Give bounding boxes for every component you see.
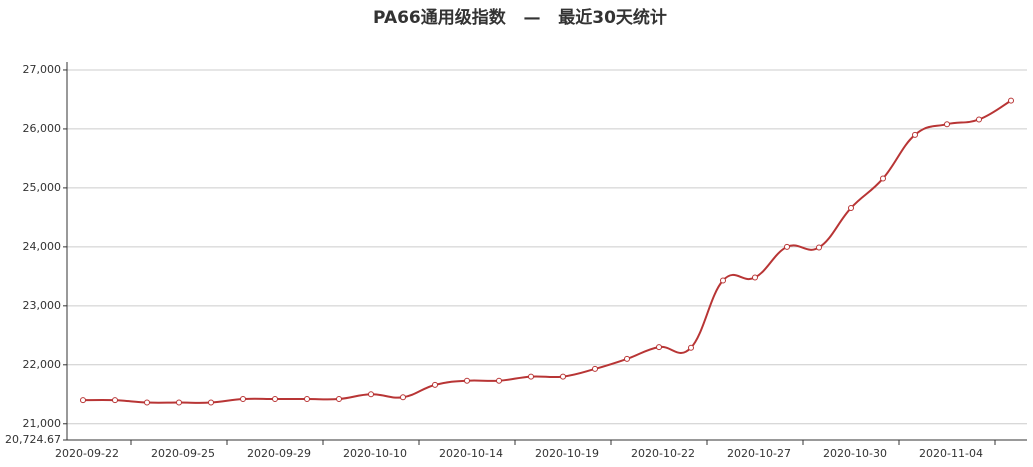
y-tick-label: 20,724.67: [5, 433, 61, 446]
point: [624, 355, 630, 362]
point: [144, 399, 150, 406]
point: [752, 274, 758, 281]
x-tick-label: 2020-09-22: [55, 447, 119, 460]
x-tick-label: 2020-10-30: [823, 447, 887, 460]
x-tick-label: 2020-09-29: [247, 447, 311, 460]
point: [368, 391, 374, 398]
y-tick-label: 23,000: [23, 299, 62, 312]
x-tick-label: 2020-10-10: [343, 447, 407, 460]
x-tick-label: 2020-10-27: [727, 447, 791, 460]
point: [848, 204, 854, 211]
point: [208, 399, 214, 406]
point: [1008, 97, 1014, 104]
point: [976, 116, 982, 123]
point: [336, 395, 342, 402]
point: [496, 377, 502, 384]
point: [80, 397, 86, 404]
point: [112, 397, 118, 404]
point: [784, 243, 790, 250]
point: [880, 175, 886, 182]
line: [82, 99, 1012, 404]
point: [240, 395, 246, 402]
point: [816, 244, 822, 251]
point: [304, 395, 310, 402]
x-tick-label: 2020-09-25: [151, 447, 215, 460]
point: [656, 344, 662, 351]
point: [592, 365, 598, 372]
point: [528, 373, 534, 380]
y-tick-label: 26,000: [23, 122, 62, 135]
point: [912, 131, 918, 138]
point: [688, 344, 694, 351]
y-tick-label: 27,000: [23, 63, 62, 76]
y-tick-label: 25,000: [23, 181, 62, 194]
x-tick-label: 2020-10-14: [439, 447, 503, 460]
point: [176, 399, 182, 406]
y-tick-label: 22,000: [23, 358, 62, 371]
point: [560, 373, 566, 380]
y-tick-label: 21,000: [23, 417, 62, 430]
point: [464, 377, 470, 384]
x-tick-label: 2020-10-19: [535, 447, 599, 460]
point: [944, 121, 950, 128]
chart-title: PA66通用级指数 — 最近30天统计: [373, 7, 667, 28]
x-tick-label: 2020-10-22: [631, 447, 695, 460]
point: [400, 394, 406, 401]
point: [720, 277, 726, 284]
point: [432, 381, 438, 388]
y-tick-label: 24,000: [23, 240, 62, 253]
point: [272, 395, 278, 402]
x-tick-label: 2020-11-04: [919, 447, 983, 460]
